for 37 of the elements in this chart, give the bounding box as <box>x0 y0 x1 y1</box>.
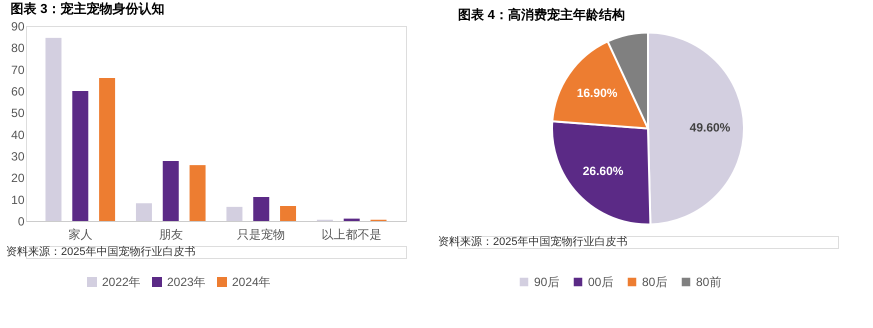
bar <box>136 203 152 221</box>
bar <box>45 38 62 221</box>
chart-title: 图表 4：高消费宠主年龄结构 <box>458 7 625 22</box>
y-tick-label: 80 <box>11 41 25 56</box>
y-tick-label: 90 <box>11 20 25 34</box>
x-tick-label: 以上都不是 <box>322 228 382 242</box>
bar <box>72 91 88 221</box>
data-label: 49.60% <box>690 120 731 135</box>
bar <box>280 206 296 221</box>
y-tick-label: 20 <box>11 171 25 186</box>
data-label: 26.60% <box>582 164 624 178</box>
bar <box>190 165 206 221</box>
legend-label: 90后 <box>534 275 560 289</box>
y-tick-label: 10 <box>11 192 25 207</box>
legend-label: 80后 <box>642 275 668 289</box>
bar <box>99 78 116 221</box>
y-tick-label: 30 <box>11 150 25 164</box>
x-tick-label: 朋友 <box>158 228 183 242</box>
bar <box>226 206 242 221</box>
legend-label: 2022年 <box>102 275 141 289</box>
bar <box>162 160 179 221</box>
y-tick-label: 60 <box>11 84 25 98</box>
text: 资料来源：2025年中国宠物行业白皮书 <box>6 245 196 258</box>
bar <box>253 196 270 221</box>
y-tick-label: 70 <box>11 62 25 77</box>
legend-label: 2024年 <box>232 275 271 289</box>
data-label: 16.90% <box>576 86 618 100</box>
y-tick-label: 40 <box>11 128 25 142</box>
text: 资料来源：2025年中国宠物行业白皮书 <box>438 235 628 248</box>
y-tick-label: 0 <box>18 214 25 228</box>
legend-label: 2023年 <box>167 275 206 289</box>
legend-label: 80前 <box>696 275 722 289</box>
x-tick-label: 只是宠物 <box>237 228 286 242</box>
y-tick-label: 50 <box>11 106 25 120</box>
legend-label: 00后 <box>588 275 614 289</box>
chart-title: 图表 3：宠主宠物身份认知 <box>10 1 164 16</box>
x-tick-label: 家人 <box>68 228 92 242</box>
